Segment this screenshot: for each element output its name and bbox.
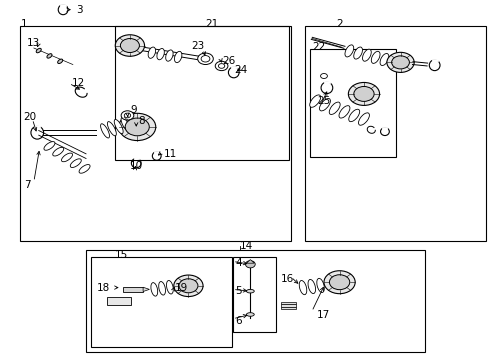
Text: 13: 13	[26, 38, 40, 48]
Text: 14: 14	[239, 241, 252, 251]
Ellipse shape	[47, 54, 52, 58]
Text: 20: 20	[23, 112, 37, 122]
Ellipse shape	[246, 289, 254, 293]
Bar	[122, 287, 143, 292]
Circle shape	[179, 279, 198, 293]
Text: 22: 22	[311, 42, 325, 52]
Ellipse shape	[114, 120, 123, 134]
Polygon shape	[143, 287, 149, 292]
Ellipse shape	[379, 54, 388, 66]
Ellipse shape	[358, 113, 368, 125]
Ellipse shape	[58, 59, 62, 63]
Ellipse shape	[319, 99, 330, 111]
Bar	[280, 302, 296, 304]
Ellipse shape	[148, 47, 155, 58]
Ellipse shape	[166, 280, 173, 294]
Ellipse shape	[44, 141, 55, 150]
Ellipse shape	[36, 48, 41, 53]
Bar	[305, 26, 485, 241]
Ellipse shape	[151, 283, 157, 296]
Text: 7: 7	[24, 180, 31, 190]
Text: 2: 2	[335, 19, 342, 29]
Ellipse shape	[165, 50, 173, 61]
Bar	[20, 26, 290, 241]
Circle shape	[124, 113, 130, 118]
Text: 3: 3	[76, 5, 83, 15]
Circle shape	[121, 111, 134, 120]
Ellipse shape	[338, 105, 349, 118]
Text: 24: 24	[233, 64, 246, 75]
Text: 23: 23	[190, 41, 203, 50]
Ellipse shape	[316, 278, 324, 293]
Bar	[107, 297, 131, 305]
Circle shape	[201, 55, 209, 62]
Text: 18: 18	[97, 283, 110, 293]
Text: 9: 9	[130, 105, 136, 115]
Circle shape	[197, 53, 213, 64]
Ellipse shape	[353, 47, 362, 59]
Circle shape	[320, 73, 327, 78]
Ellipse shape	[246, 313, 254, 316]
Text: 15: 15	[115, 249, 128, 260]
Ellipse shape	[121, 117, 130, 131]
Ellipse shape	[328, 102, 340, 114]
Text: 16: 16	[281, 274, 294, 284]
Text: 17: 17	[316, 310, 329, 320]
Ellipse shape	[362, 49, 370, 61]
Text: 10: 10	[130, 161, 143, 171]
Text: 12: 12	[71, 78, 84, 88]
Text: 26: 26	[222, 56, 235, 66]
Ellipse shape	[299, 280, 306, 295]
Circle shape	[353, 86, 373, 102]
Circle shape	[115, 35, 144, 56]
Circle shape	[173, 275, 203, 297]
Circle shape	[125, 118, 149, 136]
Text: 1: 1	[21, 19, 28, 29]
Bar	[91, 257, 232, 347]
Bar	[280, 307, 296, 310]
Circle shape	[119, 113, 156, 140]
Ellipse shape	[61, 153, 72, 162]
Ellipse shape	[309, 95, 320, 107]
Ellipse shape	[107, 122, 116, 136]
Circle shape	[347, 82, 379, 105]
Ellipse shape	[101, 124, 109, 138]
Circle shape	[324, 271, 354, 294]
Bar	[86, 250, 424, 352]
Ellipse shape	[79, 165, 90, 173]
Ellipse shape	[348, 109, 359, 122]
Text: 11: 11	[163, 149, 177, 159]
Text: 4: 4	[235, 258, 242, 268]
Polygon shape	[246, 260, 254, 263]
Ellipse shape	[344, 45, 353, 57]
Text: 19: 19	[175, 283, 188, 293]
Ellipse shape	[370, 51, 379, 63]
Text: 8: 8	[139, 116, 145, 126]
Text: 6: 6	[235, 316, 242, 325]
Ellipse shape	[157, 49, 164, 60]
Ellipse shape	[70, 159, 81, 167]
Ellipse shape	[53, 147, 63, 156]
Ellipse shape	[159, 282, 165, 295]
Bar	[233, 257, 276, 332]
Bar	[280, 305, 296, 307]
Text: 25: 25	[317, 96, 330, 106]
Ellipse shape	[174, 51, 182, 63]
Circle shape	[245, 261, 255, 268]
Circle shape	[120, 39, 139, 53]
Circle shape	[218, 64, 224, 68]
Circle shape	[386, 52, 413, 72]
Circle shape	[215, 61, 227, 71]
Bar	[115, 26, 289, 160]
Text: 5: 5	[235, 286, 242, 296]
Ellipse shape	[307, 279, 315, 294]
Circle shape	[329, 275, 349, 290]
Circle shape	[391, 56, 408, 69]
Bar	[310, 49, 395, 157]
Text: 21: 21	[205, 19, 218, 29]
